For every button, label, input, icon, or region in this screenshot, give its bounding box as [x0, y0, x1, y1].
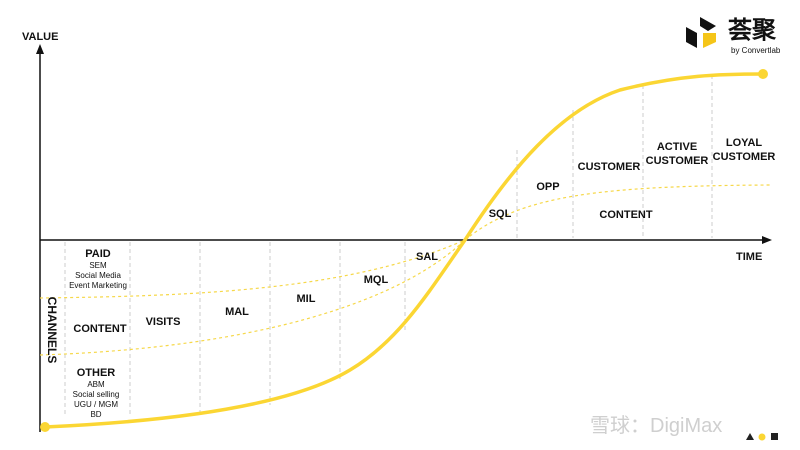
stage-label: CUSTOMER — [646, 155, 709, 167]
curve-start — [40, 422, 50, 432]
watermark: 雪球：DigiMax — [590, 414, 722, 437]
stage-label: SAL — [416, 251, 438, 263]
x-arrow — [762, 236, 772, 244]
right-dashed-curve — [464, 184, 771, 241]
y-axis-label: VALUE — [22, 31, 58, 43]
x-axis-label: TIME — [736, 251, 762, 263]
lower-dashed-curve — [39, 239, 466, 356]
channel-item: Social selling — [73, 390, 120, 399]
channel-item: SEM — [89, 261, 107, 270]
dividers — [64, 75, 713, 415]
stage-label: VISITS — [146, 316, 181, 328]
stage-label: CUSTOMER — [713, 151, 776, 163]
stage-label: CUSTOMER — [578, 161, 641, 173]
stage-label: LOYAL — [726, 137, 763, 149]
upper-dashed-curve — [39, 239, 466, 299]
logo-icon — [686, 17, 716, 48]
stage-label: MQL — [364, 274, 389, 286]
stage-label: OPP — [536, 181, 559, 193]
channel-item: BD — [90, 410, 101, 419]
stage-label: MIL — [297, 293, 316, 305]
channel-item: ABM — [87, 380, 105, 389]
logo-mark: 荟聚 — [727, 17, 777, 44]
logo-tagline: by Convertlab — [731, 46, 781, 55]
content-label: CONTENT — [599, 209, 652, 221]
stage-label: SQL — [489, 208, 512, 220]
channel-item: Social Media — [75, 271, 121, 280]
footer-icons — [746, 433, 778, 441]
channel-item: UGU / MGM — [74, 400, 118, 409]
stage-label: MAL — [225, 306, 249, 318]
channel-name: PAID — [85, 248, 111, 260]
y-arrow — [36, 44, 44, 54]
channel-name: CONTENT — [73, 323, 126, 335]
channel-name: OTHER — [77, 367, 116, 379]
channel-item: Event Marketing — [69, 281, 127, 290]
curve-end — [758, 69, 768, 79]
channels-title: CHANNELS — [45, 297, 59, 364]
stage-label: ACTIVE — [657, 141, 697, 153]
value-curve — [44, 72, 764, 429]
